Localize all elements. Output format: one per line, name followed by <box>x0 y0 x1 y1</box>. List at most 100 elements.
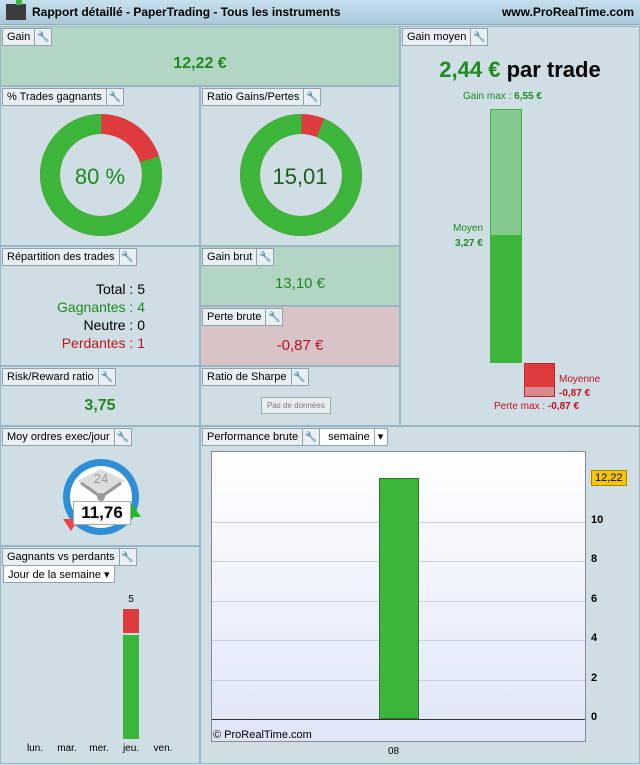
gain-max-bar <box>490 109 522 237</box>
moyen-bar <box>490 235 522 363</box>
perte-max-label: Perte max : <box>494 401 546 412</box>
gvp-period-select[interactable]: Jour de la semaine ▾ <box>3 565 115 583</box>
sharpe-label: Ratio de Sharpe <box>203 369 292 385</box>
perte-max-value: -0,87 € <box>547 401 580 412</box>
gain-brut-panel: Gain brut 🔧 13,10 € <box>200 246 400 306</box>
repartition-panel: Répartition des trades 🔧 Total : 5 Gagnan… <box>0 246 200 366</box>
copyright: © ProRealTime.com <box>213 729 312 741</box>
demo-logo-icon <box>6 0 26 20</box>
moyen-label: Moyen <box>453 223 484 234</box>
ratio-header: Ratio Gains/Pertes 🔧 <box>202 88 322 106</box>
wrench-icon[interactable]: 🔧 <box>108 91 122 103</box>
x-tick-label: 08 <box>388 746 400 757</box>
perte-bar <box>524 363 555 397</box>
wrench-icon[interactable]: 🔧 <box>100 371 114 383</box>
trades-gagnants-label: % Trades gagnants <box>3 89 107 105</box>
gain-moyen-panel: Gain moyen 🔧 2,44 € par trade Gain max : … <box>400 26 640 426</box>
perdantes: Perdantes : 1 <box>61 335 145 351</box>
perf-label: Performance brute <box>203 429 304 445</box>
repartition-list: Total : 5 Gagnantes : 4 Neutre : 0 Perda… <box>57 280 145 352</box>
risk-header: Risk/Reward ratio 🔧 <box>2 368 116 386</box>
gain-max-label: Gain max : <box>463 91 512 102</box>
win-rate-donut <box>40 114 162 236</box>
wrench-icon[interactable]: 🔧 <box>37 31 50 43</box>
wrench-icon[interactable]: 🔧 <box>306 91 319 103</box>
wrench-icon[interactable]: 🔧 <box>473 31 486 43</box>
y-tick-label: 8 <box>591 553 598 566</box>
day-label: lun. <box>26 743 44 754</box>
gvp-header: Gagnants vs perdants 🔧 <box>2 548 137 566</box>
gain-max-value: 6,55 € <box>514 91 542 102</box>
y-tick-label: 6 <box>591 592 598 605</box>
y-tick-label: 0 <box>591 711 598 723</box>
wrench-icon[interactable]: 🔧 <box>259 251 272 263</box>
performance-bar <box>379 478 419 719</box>
gain-brut-header: Gain brut 🔧 <box>202 248 275 266</box>
wrench-icon[interactable]: 🔧 <box>121 551 134 563</box>
gvp-chart: lun. mar. mer. jeu. 5 ven. <box>1 547 201 765</box>
gain-brut-label: Gain brut <box>203 249 258 265</box>
gain-panel: Gain 🔧 12,22 € <box>0 26 400 86</box>
y-tick-label: 10 <box>591 514 604 526</box>
window-title: Rapport détaillé - PaperTrading - Tous l… <box>32 5 341 19</box>
gain-header: Gain 🔧 <box>2 28 53 46</box>
perte-brute-value: -0,87 € <box>276 337 324 354</box>
sharpe-panel: Ratio de Sharpe 🔧 Pas de données <box>200 366 400 426</box>
ordres-label: Moy ordres exec/jour <box>3 429 115 445</box>
wrench-icon[interactable]: 🔧 <box>304 431 318 443</box>
wrench-icon[interactable]: 🔧 <box>121 251 134 263</box>
perte-brute-label: Perte brute <box>203 309 267 325</box>
risk-value: 3,75 <box>84 397 116 414</box>
title-bar: Rapport détaillé - PaperTrading - Tous l… <box>0 0 640 25</box>
y-tick-label: 2 <box>591 671 598 684</box>
perf-plot <box>211 451 586 742</box>
trades-gagnants-panel: % Trades gagnants 🔧 80 % <box>0 86 200 246</box>
gridline <box>212 719 585 720</box>
gain-value: 12,22 € <box>173 55 227 72</box>
losers-bar <box>123 609 139 633</box>
winners-bar <box>123 635 139 739</box>
gvp-label: Gagnants vs perdants <box>3 549 120 565</box>
perf-panel: Performance brute 🔧 semaine ▾ © ProRealTim… <box>200 426 640 764</box>
svg-text:24: 24 <box>94 471 108 486</box>
perte-brute-panel: Perte brute 🔧 -0,87 € <box>200 306 400 366</box>
ordres-header: Moy ordres exec/jour 🔧 <box>2 428 132 446</box>
y-tick-label: 4 <box>591 632 598 645</box>
perte-max: Perte max : -0,87 € <box>494 401 579 412</box>
perf-select-label: semaine <box>324 429 375 445</box>
wrench-icon[interactable]: 🔧 <box>293 371 306 383</box>
gain-max: Gain max : 6,55 € <box>463 91 542 102</box>
no-data-button[interactable]: Pas de données <box>261 397 331 414</box>
moyen-value: 3,27 € <box>455 238 483 249</box>
moyenne-value: -0,87 € <box>559 388 591 399</box>
clock-icon: 24 <box>63 459 141 535</box>
gvp-select-label: Jour de la semaine <box>8 569 101 581</box>
ratio-panel: Ratio Gains/Pertes 🔧 15,01 <box>200 86 400 246</box>
neutre: Neutre : 0 <box>83 317 145 333</box>
day-label: mer. <box>89 743 109 754</box>
trades-gagnants-header: % Trades gagnants 🔧 <box>2 88 124 106</box>
gain-brut-value: 13,10 € <box>274 275 326 292</box>
wrench-icon[interactable]: 🔧 <box>268 311 281 323</box>
gain-label: Gain <box>3 29 36 45</box>
gagnantes: Gagnantes : 4 <box>57 299 145 315</box>
wrench-icon[interactable]: 🔧 <box>116 431 129 443</box>
day-label: jeu. <box>122 743 140 754</box>
ordres-panel: Moy ordres exec/jour 🔧 24 11,76 <box>0 426 200 546</box>
gain-moyen-header: Gain moyen 🔧 <box>402 28 489 46</box>
site-link[interactable]: www.ProRealTime.com <box>501 5 634 19</box>
ratio-donut <box>240 114 362 236</box>
day-label: ven. <box>153 743 173 754</box>
risk-panel: Risk/Reward ratio 🔧 3,75 <box>0 366 200 426</box>
perf-header: Performance brute 🔧 semaine ▾ <box>202 428 389 446</box>
total: Total : 5 <box>95 281 145 297</box>
perf-period-select[interactable]: semaine ▾ <box>319 429 388 445</box>
ratio-label: Ratio Gains/Pertes <box>203 89 305 105</box>
ordres-value: 11,76 <box>73 501 131 525</box>
perte-brute-header: Perte brute 🔧 <box>202 308 284 326</box>
risk-label: Risk/Reward ratio <box>3 369 99 385</box>
gain-moyen-suffix: par trade <box>506 57 601 82</box>
gain-moyen-value: 2,44 € par trade <box>401 57 639 83</box>
repartition-header: Répartition des trades 🔧 <box>2 248 137 266</box>
repartition-label: Répartition des trades <box>3 249 120 265</box>
